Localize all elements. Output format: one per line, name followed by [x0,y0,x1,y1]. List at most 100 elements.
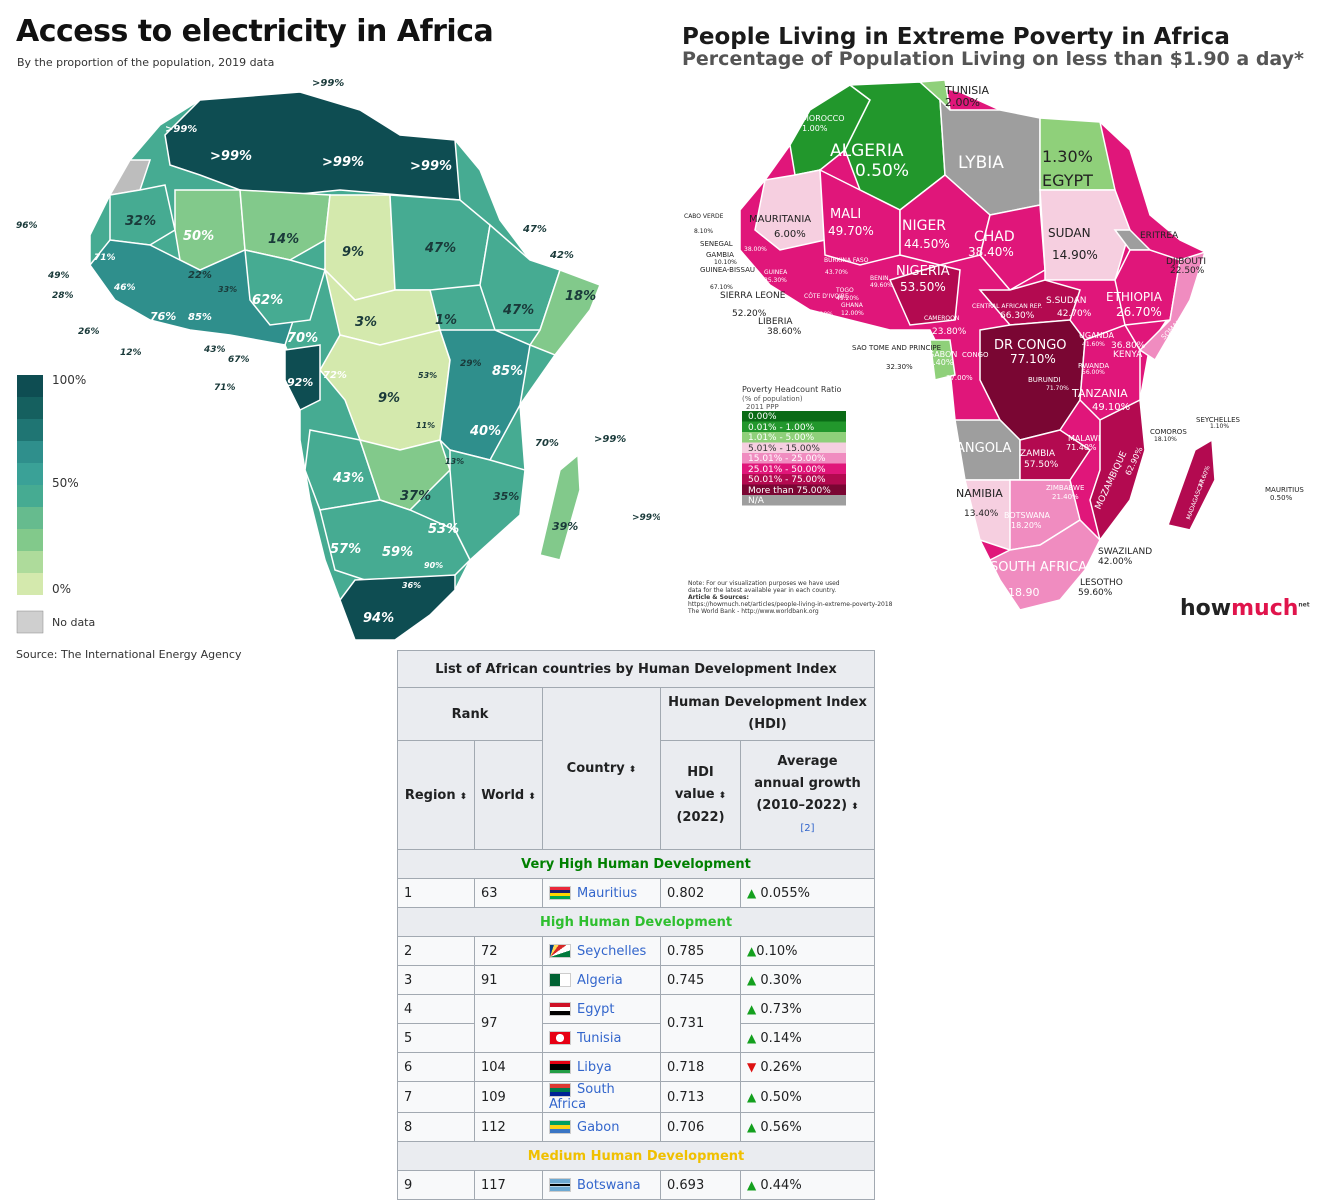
country-value: 43.70% [825,269,848,276]
country-value: 32.30% [886,363,913,371]
country-value: 49.60% [870,282,893,289]
map-label: 90% [424,561,443,570]
map-label: 59% [382,545,413,560]
region-rank: 1 [397,878,475,908]
country-value: 1.10% [1210,423,1229,430]
map-label: 9% [342,245,364,260]
region-rank: 2 [397,936,475,966]
country-name: BENIN [870,275,889,282]
map-label: >99% [410,159,452,174]
reference-link[interactable]: [2] [800,822,815,834]
flag-gabon-icon [549,1120,571,1134]
electricity-map-title: Access to electricity in Africa [16,14,494,49]
world-rank: 104 [474,1052,543,1082]
map-label: 26% [78,327,100,337]
table-row: 4 97 Egypt 0.731 ▲ 0.73% [397,994,875,1053]
country-name: ERITREA [1140,231,1179,241]
header-hdi-value-line: (2022) [676,809,725,825]
legend-swatch [742,474,846,485]
legend-swatch [742,484,846,495]
country-name: NAMIBIA [956,487,1003,500]
header-growth-line: (2010–2022) ⬍ [747,795,868,818]
country-link[interactable]: Libya [577,1059,612,1075]
map-label: 71% [94,253,116,263]
poverty-map-note: Note: For our visualization purposes we … [688,580,928,615]
country-link[interactable]: Seychelles [577,943,647,959]
world-rank: 97 [474,994,543,1053]
header-growth[interactable]: Average annual growth (2010–2022) ⬍ [2] [740,740,875,850]
sort-icon: ⬍ [718,790,727,801]
sort-icon: ⬍ [528,791,536,802]
map-label: 70% [535,438,559,449]
table-caption: List of African countries by Human Devel… [397,650,875,688]
country-value: 49.70% [828,224,874,238]
country-name: UGANDA [1079,331,1115,340]
country-name: MAURITANIA [749,214,811,225]
legend-subtitle: 2011 PPP [746,403,779,411]
hdi-value: 0.693 [660,1170,741,1200]
country-link[interactable]: Mauritius [577,885,638,901]
header-country[interactable]: Country ⬍ [542,687,661,850]
flag-algeria-icon [549,973,571,987]
country-value: 6.00% [774,229,806,240]
legend-entry: 0.01% - 1.00% [748,423,815,433]
table-row: 1 63 Mauritius 0.802 ▲ 0.055% [397,878,875,908]
country-value: 3.40% [928,358,954,367]
group-header-very-high: Very High Human Development [397,849,875,879]
country-cell: Libya [542,1052,661,1082]
header-hdi-value-word: value [674,786,715,802]
growth-value: 0.10% [756,943,798,959]
header-region-label: Region [404,787,456,803]
country-name: CAMEROON [924,315,959,322]
country-link[interactable]: Egypt [577,1001,615,1017]
note-line: https://howmuch.net/articles/people-livi… [688,601,893,608]
country-link[interactable]: South Africa [549,1082,615,1112]
map-label: 36% [402,581,421,590]
table-row: 6 104 Libya 0.718 ▼ 0.26% [397,1052,875,1082]
table-row: 3 91 Algeria 0.745 ▲ 0.30% [397,965,875,995]
map-label: 14% [268,232,299,247]
legend-subtitle: (% of population) [742,395,803,403]
note-line: The World Bank - http://www.worldbank.or… [688,608,819,615]
growth-cell: ▲ 0.50% [740,1081,875,1113]
map-label: 67% [228,355,250,365]
legend-title: Poverty Headcount Ratio [742,385,841,394]
map-label: 29% [460,359,482,369]
map-label: 62% [252,293,283,308]
country-value: 38.00% [744,246,767,253]
country-value: 52.20% [732,309,767,319]
map-label: 96% [16,221,38,231]
country-value: 66.30% [1000,311,1035,321]
region-niger [239,189,331,261]
world-rank: 117 [474,1170,543,1200]
map-label: 18% [565,289,596,304]
legend-swatch [17,441,43,463]
note-line: Note: For our visualization purposes we … [688,580,840,587]
country-link[interactable]: Algeria [577,972,623,988]
legend-swatch [17,529,43,551]
country-link[interactable]: Gabon [577,1119,620,1135]
map-label: 13% [445,457,464,466]
country-link[interactable]: Tunisia [577,1030,622,1046]
table-row: 5 Tunisia ▲ 0.14% [397,1023,875,1053]
country-link[interactable]: Botswana [577,1177,641,1193]
legend-swatch [742,442,846,453]
country-value: 67.10% [710,284,733,291]
world-rank: 91 [474,965,543,995]
header-hdi-value[interactable]: HDI value ⬍ (2022) [660,740,741,850]
poverty-map-panel: TUNISIA 2.00% MOROCCO 1.00% ALGERIA 0.50… [660,0,1344,640]
country-cell: Botswana [542,1170,661,1200]
legend-entry: More than 75.00% [748,486,831,496]
legend-entry: 0.00% [748,412,777,422]
increase-arrow-icon: ▲ [747,1177,757,1192]
header-region[interactable]: Region ⬍ [397,740,475,850]
increase-arrow-icon: ▲ [747,972,757,987]
header-world[interactable]: World ⬍ [474,740,543,850]
electricity-map-source: Source: The International Energy Agency [16,648,242,660]
legend-swatch [17,485,43,507]
country-name: ZAMBIA [1020,449,1056,459]
poverty-mozambique [1089,398,1146,542]
legend-swatch [17,463,43,485]
region-rank: 9 [397,1170,475,1200]
electricity-legend: 100% 50% 0% No data [16,373,95,634]
